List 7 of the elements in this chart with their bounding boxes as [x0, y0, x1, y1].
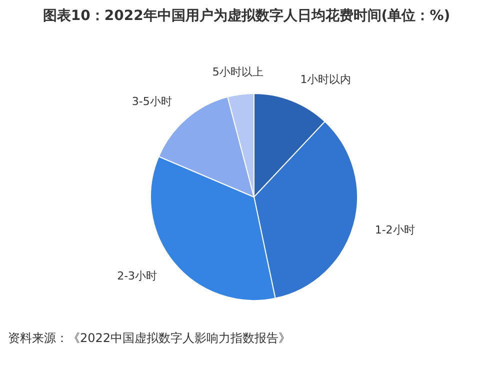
- slice-label: 1小时以内: [300, 73, 352, 86]
- text: 资料来源：《2022中国虚拟数字人影响力指数报告》: [8, 330, 291, 347]
- slice-label: 2-3小时: [117, 270, 158, 283]
- slice-label: 3-5小时: [132, 94, 172, 108]
- chart-title: 图表10：2022年中国用户为虚拟数字人日均花费时间(单位：%): [42, 6, 452, 26]
- slice-label: 1-2小时: [374, 224, 415, 237]
- slice-label: 5小时以上: [212, 65, 264, 78]
